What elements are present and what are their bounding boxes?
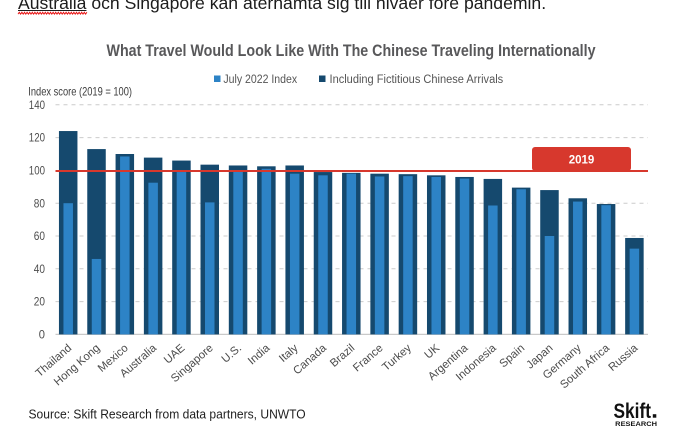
svg-text:40: 40 — [34, 264, 45, 276]
svg-text:RESEARCH: RESEARCH — [615, 421, 657, 427]
svg-text:U.S.: U.S. — [220, 342, 244, 365]
svg-text:Source: Skift Research from da: Source: Skift Research from data partner… — [29, 406, 306, 421]
svg-text:Spain: Spain — [497, 342, 527, 370]
svg-text:20: 20 — [34, 297, 45, 309]
svg-text:South Africa: South Africa — [558, 342, 612, 391]
svg-text:Russia: Russia — [606, 342, 640, 374]
svg-text:What Travel Would Look Like Wi: What Travel Would Look Like With The Chi… — [107, 42, 597, 60]
svg-text:UK: UK — [422, 342, 442, 362]
svg-text:France: France — [351, 342, 385, 374]
svg-text:India: India — [246, 342, 273, 368]
svg-text:Including Fictitious Chinese A: Including Fictitious Chinese Arrivals — [330, 74, 504, 86]
svg-text:80: 80 — [34, 198, 45, 210]
svg-text:2019: 2019 — [569, 154, 595, 166]
svg-text:Skift: Skift — [614, 399, 652, 423]
svg-text:100: 100 — [29, 166, 45, 178]
svg-text:60: 60 — [34, 231, 45, 243]
svg-text:Turkey: Turkey — [380, 342, 414, 374]
svg-text:July 2022 Index: July 2022 Index — [223, 74, 297, 86]
svg-text:120: 120 — [29, 133, 45, 145]
svg-text:Index score (2019 = 100): Index score (2019 = 100) — [28, 84, 132, 98]
svg-text:0: 0 — [39, 330, 45, 342]
svg-text:Italy: Italy — [277, 342, 301, 365]
svg-text:140: 140 — [29, 100, 45, 112]
